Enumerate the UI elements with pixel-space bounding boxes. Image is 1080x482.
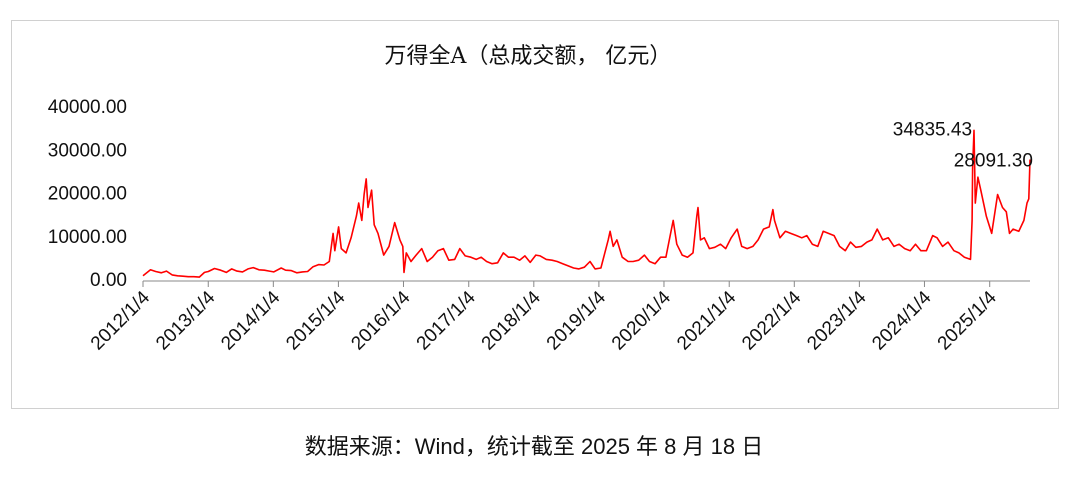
chart-title: 万得全A（总成交额， 亿元） (385, 44, 672, 69)
y-tick-label: 40000.00 (48, 97, 127, 118)
y-tick-label: 0.00 (90, 270, 127, 291)
annotation: 34835.43 (893, 119, 972, 140)
source-note: 数据来源：Wind，统计截至 2025 年 8 月 18 日 (305, 434, 763, 459)
annotation: 28091.30 (954, 151, 1033, 172)
y-tick-label: 30000.00 (48, 140, 127, 161)
y-tick-label: 10000.00 (48, 227, 127, 248)
y-tick-label: 20000.00 (48, 184, 127, 205)
data-line (142, 129, 1031, 278)
chart-frame (11, 20, 1059, 409)
